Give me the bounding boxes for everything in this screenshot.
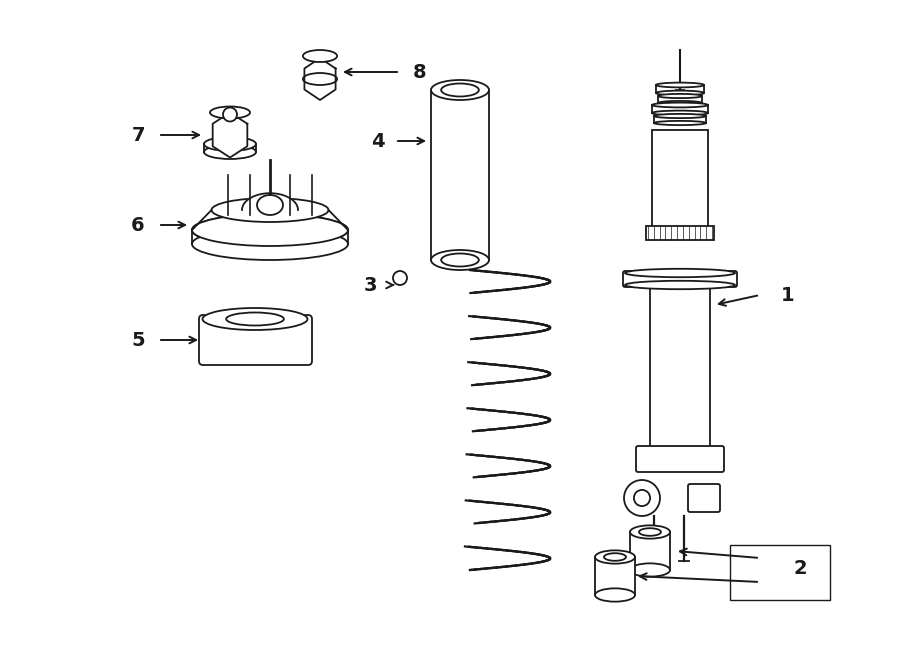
Ellipse shape	[210, 107, 250, 118]
Bar	[595, 557, 635, 595]
Bar	[646, 226, 714, 240]
Text: 3: 3	[364, 275, 377, 295]
FancyBboxPatch shape	[623, 271, 737, 287]
Ellipse shape	[595, 550, 635, 563]
Text: 4: 4	[371, 132, 385, 150]
Ellipse shape	[639, 528, 661, 536]
Ellipse shape	[658, 101, 702, 105]
Ellipse shape	[204, 145, 256, 159]
Ellipse shape	[192, 228, 348, 260]
Text: 6: 6	[131, 216, 145, 234]
Ellipse shape	[630, 526, 670, 539]
Ellipse shape	[595, 589, 635, 602]
Polygon shape	[212, 113, 248, 158]
Ellipse shape	[652, 103, 708, 107]
Ellipse shape	[658, 94, 702, 98]
Ellipse shape	[202, 308, 308, 330]
Ellipse shape	[431, 250, 489, 270]
Ellipse shape	[625, 281, 735, 289]
Ellipse shape	[652, 111, 708, 115]
Ellipse shape	[431, 80, 489, 100]
Ellipse shape	[604, 553, 626, 561]
Circle shape	[223, 107, 237, 122]
FancyBboxPatch shape	[688, 484, 720, 512]
Text: 5: 5	[131, 330, 145, 350]
Circle shape	[393, 271, 407, 285]
Ellipse shape	[656, 91, 704, 95]
Ellipse shape	[441, 83, 479, 97]
Bar	[650, 285, 710, 460]
Ellipse shape	[654, 121, 706, 125]
Bar	[730, 545, 830, 600]
Ellipse shape	[212, 198, 328, 222]
Ellipse shape	[226, 312, 284, 326]
Ellipse shape	[303, 73, 338, 85]
Circle shape	[634, 490, 650, 506]
Ellipse shape	[303, 50, 338, 62]
Text: 8: 8	[413, 62, 427, 81]
Ellipse shape	[656, 83, 704, 87]
Text: 2: 2	[793, 559, 806, 577]
Bar	[630, 532, 670, 570]
Ellipse shape	[630, 563, 670, 577]
Bar	[652, 130, 708, 230]
Ellipse shape	[192, 214, 348, 246]
Ellipse shape	[441, 254, 479, 267]
Ellipse shape	[654, 114, 706, 118]
FancyBboxPatch shape	[636, 446, 724, 472]
Ellipse shape	[257, 195, 283, 215]
Ellipse shape	[625, 269, 735, 277]
Ellipse shape	[204, 137, 256, 151]
Ellipse shape	[192, 214, 348, 246]
Polygon shape	[242, 193, 298, 210]
Bar	[431, 90, 489, 260]
Text: 1: 1	[781, 285, 795, 305]
Text: 7: 7	[131, 126, 145, 144]
Polygon shape	[304, 58, 336, 100]
Circle shape	[624, 480, 660, 516]
FancyBboxPatch shape	[199, 315, 312, 365]
